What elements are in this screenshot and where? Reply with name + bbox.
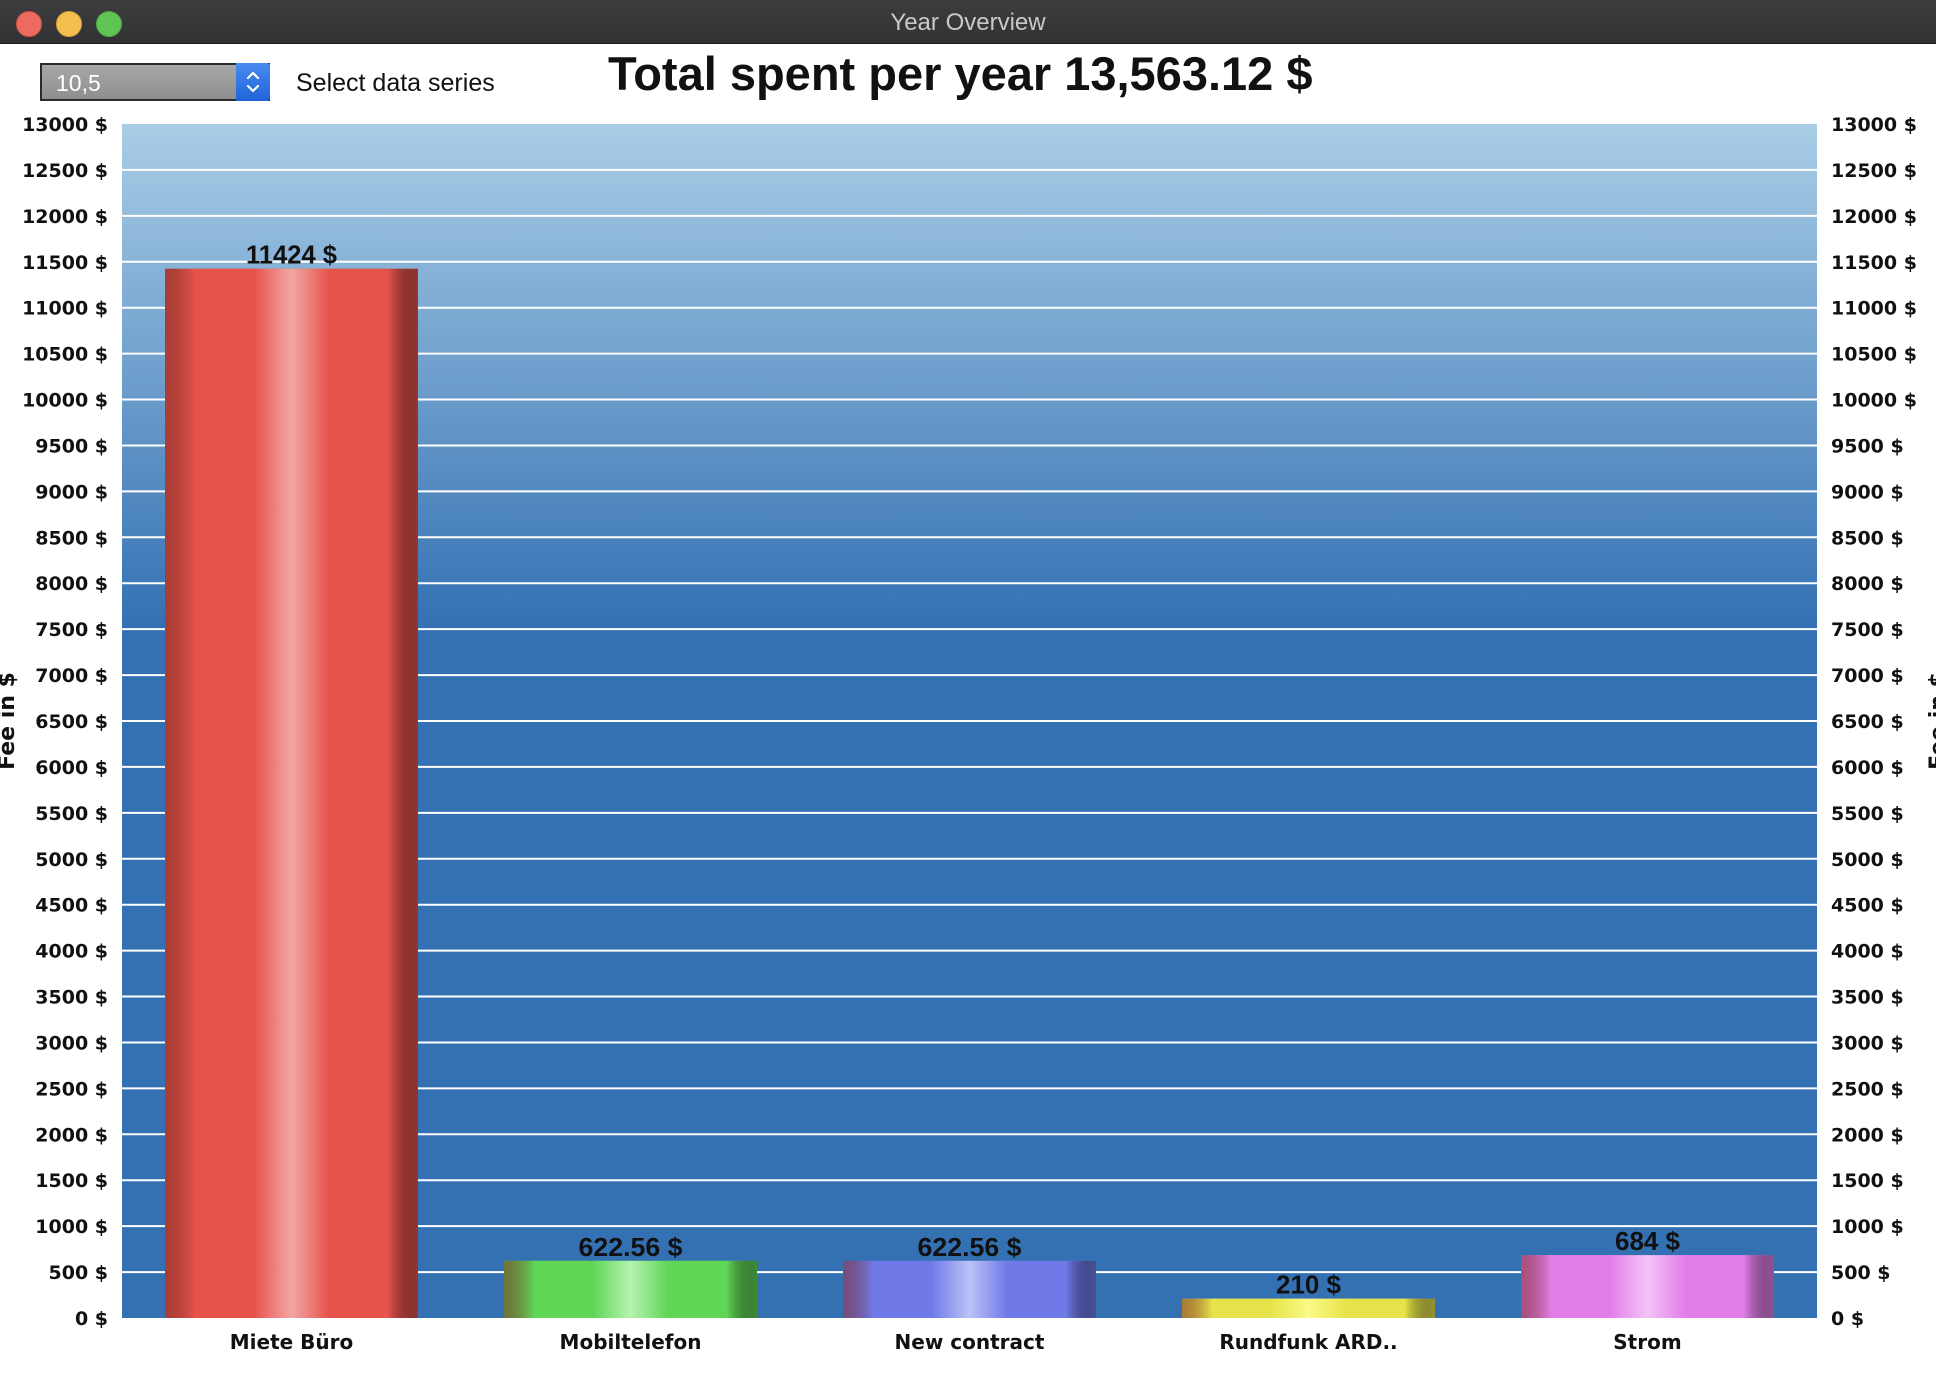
y-tick-label: 7000 $ <box>35 665 108 687</box>
chevron-up-down-icon <box>246 71 260 93</box>
y-tick-label-right: 6500 $ <box>1831 711 1904 733</box>
y-tick-label-right: 10000 $ <box>1831 390 1917 412</box>
y-tick-label: 5500 $ <box>35 803 108 825</box>
y-tick-label: 12500 $ <box>22 160 108 182</box>
chart-title: Total spent per year 13,563.12 $ <box>608 47 1313 100</box>
bar-value-label: 622.56 $ <box>918 1232 1023 1262</box>
y-tick-label: 3000 $ <box>35 1032 108 1054</box>
y-tick-label-right: 3000 $ <box>1831 1032 1904 1054</box>
window-titlebar: Year Overview <box>0 0 1936 44</box>
bar-chart: 11424 $ 622.56 $ 622.56 $ 210 $ 684 $ 0 $ 500… <box>0 114 1936 1354</box>
y-tick-label-right: 2000 $ <box>1831 1124 1904 1146</box>
y-tick-label: 11000 $ <box>22 298 108 320</box>
y-tick-label-right: 11000 $ <box>1831 298 1917 320</box>
y-tick-label-right: 6000 $ <box>1831 757 1904 779</box>
data-series-stepper[interactable] <box>236 63 270 101</box>
bar-shading <box>1521 1255 1774 1318</box>
y-tick-label-right: 8000 $ <box>1831 573 1904 595</box>
y-tick-label-right: 3500 $ <box>1831 987 1904 1009</box>
data-series-label: Select data series <box>296 69 495 97</box>
data-series-selector[interactable]: 10,5 <box>40 63 270 101</box>
y-tick-label: 8000 $ <box>35 573 108 595</box>
y-tick-label: 1500 $ <box>35 1170 108 1192</box>
y-tick-label-right: 7000 $ <box>1831 665 1904 687</box>
y-tick-label-right: 5500 $ <box>1831 803 1904 825</box>
bar-value-label: 210 $ <box>1276 1270 1342 1300</box>
y-tick-label: 7500 $ <box>35 619 108 641</box>
bar-shading <box>165 268 418 1319</box>
zoom-window-button[interactable] <box>96 11 122 37</box>
y-axis-label: Fee in $ <box>0 672 20 770</box>
y-tick-label-right: 9500 $ <box>1831 435 1904 457</box>
y-tick-label: 9500 $ <box>35 435 108 457</box>
y-tick-label-right: 10500 $ <box>1831 344 1917 366</box>
y-tick-label-right: 7500 $ <box>1831 619 1904 641</box>
bar-shading <box>843 1260 1096 1318</box>
y-tick-label-right: 8500 $ <box>1831 527 1904 549</box>
y-tick-label: 0 $ <box>75 1308 108 1330</box>
bar-value-label: 684 $ <box>1615 1226 1681 1256</box>
y-tick-label: 2500 $ <box>35 1078 108 1100</box>
y-tick-label-right: 5000 $ <box>1831 849 1904 871</box>
y-tick-label: 9000 $ <box>35 481 108 503</box>
y-tick-label: 4000 $ <box>35 941 108 963</box>
y-tick-label-right: 1500 $ <box>1831 1170 1904 1192</box>
x-tick-label: Strom <box>1613 1330 1681 1354</box>
y-tick-label-right: 2500 $ <box>1831 1078 1904 1100</box>
x-tick-label: Mobiltelefon <box>560 1330 702 1354</box>
y-tick-label: 13000 $ <box>22 114 108 136</box>
y-tick-label: 6000 $ <box>35 757 108 779</box>
y-tick-label-right: 11500 $ <box>1831 252 1917 274</box>
y-tick-label-right: 500 $ <box>1831 1262 1891 1284</box>
y-tick-label: 1000 $ <box>35 1216 108 1238</box>
y-tick-label: 8500 $ <box>35 527 108 549</box>
y-axis-label-right: Fee in $ <box>1926 672 1936 770</box>
y-tick-label: 5000 $ <box>35 849 108 871</box>
y-tick-label: 10500 $ <box>22 344 108 366</box>
bar-shading <box>504 1260 757 1318</box>
window-title: Year Overview <box>890 9 1046 36</box>
close-window-button[interactable] <box>16 11 42 37</box>
bar-shading <box>1182 1298 1435 1318</box>
y-tick-label-right: 12500 $ <box>1831 160 1917 182</box>
bar-value-label: 622.56 $ <box>579 1232 684 1262</box>
y-tick-label: 12000 $ <box>22 206 108 228</box>
y-tick-label: 4500 $ <box>35 895 108 917</box>
y-tick-label-right: 9000 $ <box>1831 481 1904 503</box>
y-tick-label-right: 4500 $ <box>1831 895 1904 917</box>
y-tick-label: 3500 $ <box>35 987 108 1009</box>
y-tick-label-right: 13000 $ <box>1831 114 1917 136</box>
y-tick-label: 500 $ <box>49 1262 109 1284</box>
y-tick-label: 11500 $ <box>22 252 108 274</box>
y-tick-label-right: 4000 $ <box>1831 941 1904 963</box>
y-tick-label: 2000 $ <box>35 1124 108 1146</box>
bar-value-label: 11424 $ <box>246 240 338 270</box>
minimize-window-button[interactable] <box>56 11 82 37</box>
y-tick-label: 6500 $ <box>35 711 108 733</box>
x-tick-label: Rundfunk ARD.. <box>1219 1330 1397 1354</box>
y-tick-label-right: 0 $ <box>1831 1308 1864 1330</box>
y-tick-label-right: 12000 $ <box>1831 206 1917 228</box>
x-tick-label: Miete Büro <box>230 1330 354 1354</box>
y-tick-label-right: 1000 $ <box>1831 1216 1904 1238</box>
data-series-value: 10,5 <box>56 70 101 96</box>
x-tick-label: New contract <box>895 1330 1045 1354</box>
y-tick-label: 10000 $ <box>22 390 108 412</box>
